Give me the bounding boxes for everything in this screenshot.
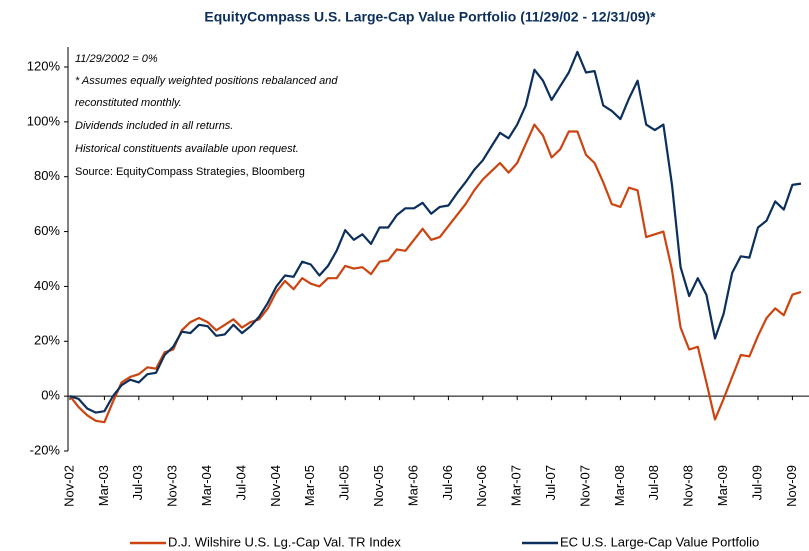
x-tick-label: Mar-09 xyxy=(715,465,730,506)
x-tick-label: Nov-04 xyxy=(268,465,283,507)
x-tick-label: Jul-04 xyxy=(233,465,248,500)
x-tick-label: Nov-09 xyxy=(784,465,799,507)
x-tick-label: Nov-02 xyxy=(61,465,76,507)
y-tick-label: 80% xyxy=(34,168,60,183)
series-line xyxy=(69,123,802,424)
x-tick-label: Jul-05 xyxy=(337,465,352,500)
x-tick-label: Jul-07 xyxy=(543,465,558,500)
annotation: Historical constituents available upon r… xyxy=(75,143,299,155)
annotation: 11/29/2002 = 0% xyxy=(75,53,158,65)
x-tick-label: Jul-08 xyxy=(646,465,661,500)
legend-label: D.J. Wilshire U.S. Lg.-Cap Val. TR Index xyxy=(168,534,401,549)
x-tick-label: Jul-09 xyxy=(749,465,764,500)
x-tick-label: Nov-06 xyxy=(474,465,489,507)
x-tick-label: Jul-06 xyxy=(440,465,455,500)
y-tick-label: 20% xyxy=(34,333,60,348)
annotation: Source: EquityCompass Strategies, Bloomb… xyxy=(75,166,305,178)
legend-label: EC U.S. Large-Cap Value Portfolio xyxy=(560,534,759,549)
x-tick-label: Mar-08 xyxy=(612,465,627,506)
x-tick-label: Mar-05 xyxy=(302,465,317,506)
annotation: Dividends included in all returns. xyxy=(75,120,233,132)
x-tick-label: Mar-07 xyxy=(509,465,524,506)
series-line xyxy=(69,50,802,414)
x-tick-label: Jul-03 xyxy=(130,465,145,500)
x-tick-label: Nov-05 xyxy=(371,465,386,507)
y-tick-label: 0% xyxy=(41,388,60,403)
y-tick-label: 100% xyxy=(27,113,61,128)
annotation: reconstituted monthly. xyxy=(75,97,182,109)
y-tick-label: -20% xyxy=(30,442,61,457)
x-tick-label: Nov-07 xyxy=(577,465,592,507)
x-tick-label: Nov-03 xyxy=(165,465,180,507)
y-tick-label: 40% xyxy=(34,278,60,293)
annotation: * Assumes equally weighted positions reb… xyxy=(75,75,338,87)
y-tick-label: 120% xyxy=(27,58,61,73)
x-tick-label: Mar-06 xyxy=(405,465,420,506)
x-tick-label: Nov-08 xyxy=(681,465,696,507)
x-tick-label: Mar-03 xyxy=(96,465,111,506)
y-tick-label: 60% xyxy=(34,223,60,238)
chart-title: EquityCompass U.S. Large-Cap Value Portf… xyxy=(204,9,656,25)
x-tick-label: Mar-04 xyxy=(199,465,214,506)
